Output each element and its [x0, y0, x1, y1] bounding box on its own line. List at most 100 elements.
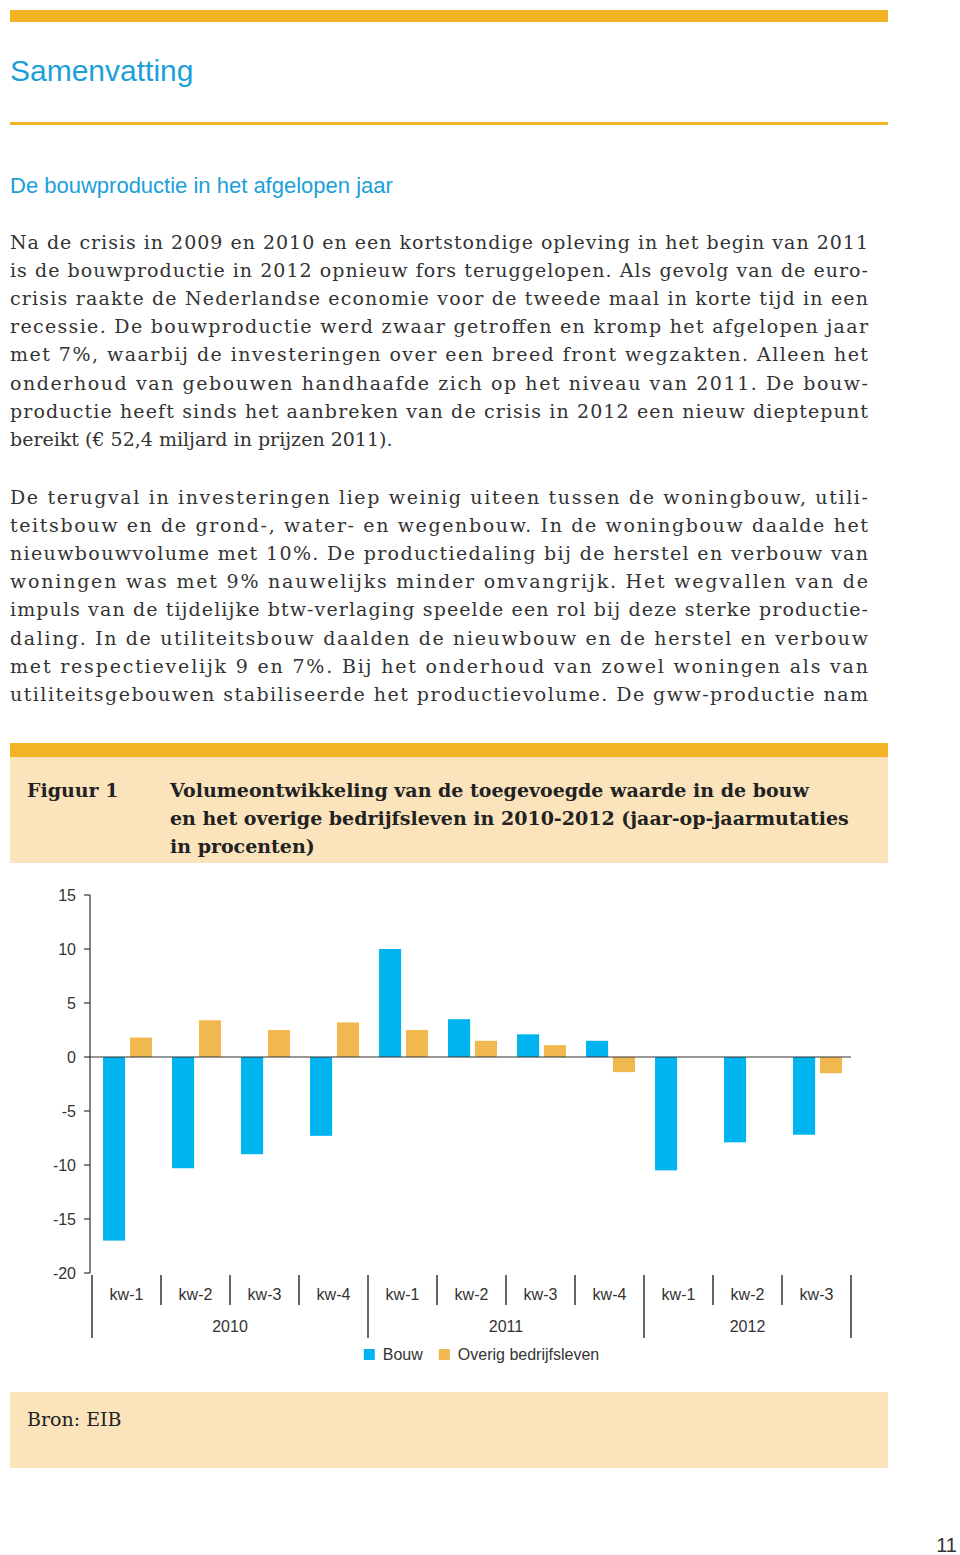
x-tick-label: kw-3 [800, 1286, 834, 1303]
y-tick [84, 948, 90, 949]
group-separator [850, 1275, 852, 1338]
group-separator [643, 1275, 645, 1338]
bar [310, 1057, 332, 1136]
bar [544, 1045, 566, 1057]
bar [820, 1057, 842, 1073]
group-separator [91, 1275, 93, 1338]
bar [613, 1057, 635, 1072]
bar [724, 1057, 746, 1142]
y-tick-label: 0 [67, 1049, 76, 1066]
body-line: Na de crisis in 2009 en 2010 en een kort… [10, 231, 868, 253]
page-title: Samenvatting [10, 54, 193, 87]
figure-source: Bron: EIB [27, 1408, 122, 1430]
body-line: woningen was met 9% nauwelijks minder om… [10, 570, 868, 592]
bar [103, 1057, 125, 1241]
legend-label: Overig bedrijfsleven [458, 1346, 599, 1363]
x-tick-label: kw-1 [110, 1286, 144, 1303]
bar [199, 1020, 221, 1057]
y-tick-label: 10 [58, 941, 76, 958]
header-rule [10, 122, 888, 125]
category-separator [160, 1275, 162, 1305]
x-tick-label: kw-3 [248, 1286, 282, 1303]
bar [130, 1038, 152, 1057]
figure-title: in procenten) [170, 835, 315, 857]
y-tick-label: -10 [53, 1157, 76, 1174]
body-line: utiliteitsgebouwen stabiliseerde het pro… [10, 683, 868, 705]
body-line: crisis raakte de Nederlandse economie vo… [10, 287, 868, 309]
y-tick-label: -5 [62, 1103, 76, 1120]
body-line: De terugval in investeringen liep weinig… [10, 486, 868, 508]
bar [448, 1019, 470, 1057]
x-tick-label: kw-2 [731, 1286, 765, 1303]
category-separator [574, 1275, 576, 1305]
y-tick-label: -20 [53, 1265, 76, 1282]
y-tick-label: 15 [58, 887, 76, 904]
legend-swatch [439, 1349, 450, 1360]
x-tick-label: kw-1 [662, 1286, 696, 1303]
y-tick-label: -15 [53, 1211, 76, 1228]
zero-line [90, 1056, 851, 1057]
figure-title: en het overige bedrijfsleven in 2010-201… [170, 807, 849, 829]
y-axis [89, 895, 90, 1273]
x-group-label: 2010 [212, 1318, 248, 1335]
x-tick-label: kw-3 [524, 1286, 558, 1303]
body-line: met respectievelijk 9 en 7%. Bij het ond… [10, 655, 868, 677]
x-tick-label: kw-4 [317, 1286, 351, 1303]
x-tick-label: kw-1 [386, 1286, 420, 1303]
x-tick-label: kw-4 [593, 1286, 627, 1303]
page-number: 11 [936, 1534, 957, 1555]
figure-label: Figuur 1 [27, 779, 118, 801]
y-tick [84, 1110, 90, 1111]
category-separator [781, 1275, 783, 1305]
background [0, 0, 960, 1555]
x-tick-label: kw-2 [455, 1286, 489, 1303]
x-group-label: 2012 [730, 1318, 766, 1335]
category-separator [436, 1275, 438, 1305]
bar [655, 1057, 677, 1170]
y-tick [84, 1056, 90, 1057]
body-line: daling. In de utiliteitsbouw daalden de … [10, 627, 869, 649]
bar [268, 1030, 290, 1057]
legend: Bouw Overig bedrijfsleven [364, 1346, 599, 1363]
body-line: onderhoud van gebouwen handhaafde zich o… [10, 372, 868, 394]
y-tick [84, 1272, 90, 1273]
body-line: impuls van de tijdelijke btw-verlaging s… [10, 598, 868, 620]
bar [586, 1041, 608, 1057]
body-line: recessie. De bouwproductie werd zwaar ge… [10, 315, 869, 337]
bar [475, 1041, 497, 1057]
body-line: bereikt (€ 52,4 miljard in prijzen 2011)… [10, 428, 392, 450]
bar [379, 949, 401, 1057]
x-group-label: 2011 [489, 1318, 524, 1335]
body-line: is de bouwproductie in 2012 opnieuw fors… [10, 259, 868, 281]
figure-title: Volumeontwikkeling van de toegevoegde wa… [169, 779, 809, 801]
legend-swatch [364, 1349, 375, 1360]
category-separator [712, 1275, 714, 1305]
legend-label: Bouw [383, 1346, 423, 1363]
figure-bar [10, 743, 888, 757]
body-line: productie heeft sinds het aanbreken van … [10, 400, 868, 422]
y-tick [84, 1218, 90, 1219]
bar [793, 1057, 815, 1135]
body-line: teitsbouw en de grond-, water- en wegenb… [10, 514, 868, 536]
page-canvas: Samenvatting De bouwproductie in het afge… [0, 0, 960, 1555]
source-box [10, 1392, 888, 1468]
bars [103, 949, 842, 1241]
bar [172, 1057, 194, 1168]
group-separator [367, 1275, 369, 1338]
y-tick [84, 894, 90, 895]
category-separator [505, 1275, 507, 1305]
bar [406, 1030, 428, 1057]
bar [337, 1022, 359, 1057]
bar [241, 1057, 263, 1154]
category-separator [298, 1275, 300, 1305]
y-tick [84, 1002, 90, 1003]
y-tick-label: 5 [67, 995, 76, 1012]
body-line: nieuwbouwvolume met 10%. De productiedal… [10, 542, 868, 564]
top-bar [10, 10, 888, 22]
x-tick-label: kw-2 [179, 1286, 213, 1303]
category-separator [229, 1275, 231, 1305]
section-heading: De bouwproductie in het afgelopen jaar [10, 173, 393, 198]
y-tick [84, 1164, 90, 1165]
figure-header [10, 757, 888, 863]
chart: -20 -15 -10 -5 0 5 10 15 kw-1 kw-2 kw-3 kw-4 kw-1 kw-… [53, 887, 851, 1363]
